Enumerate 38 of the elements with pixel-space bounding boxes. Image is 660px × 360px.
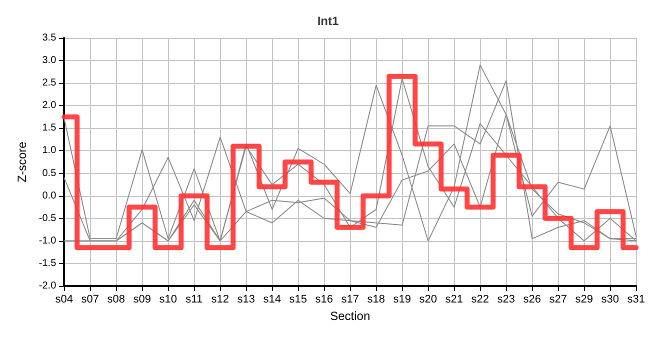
y-tick-label: -2.0 bbox=[38, 280, 57, 292]
y-tick-label: -1.5 bbox=[38, 258, 57, 269]
y-tick-label: 1.5 bbox=[42, 122, 57, 134]
x-tick-label: s12 bbox=[211, 294, 230, 306]
x-tick-label: s11 bbox=[186, 294, 203, 306]
x-tick-label: s23 bbox=[497, 294, 516, 306]
x-tick-label: s13 bbox=[237, 294, 256, 306]
y-tick-label: 2.0 bbox=[42, 100, 57, 112]
x-tick-label: s07 bbox=[81, 294, 100, 306]
y-tick-label: 3.5 bbox=[42, 32, 57, 44]
x-tick-label: s04 bbox=[55, 294, 74, 306]
x-axis-title: Section bbox=[330, 309, 370, 323]
y-tick-label: -0.5 bbox=[38, 212, 57, 224]
y-tick-label: 0.0 bbox=[42, 190, 57, 202]
x-tick-label: s14 bbox=[263, 294, 282, 306]
x-tick-label: s19 bbox=[393, 294, 412, 306]
x-tick-label: s27 bbox=[549, 294, 568, 306]
x-tick-label: s22 bbox=[471, 294, 490, 306]
x-tick-label: s20 bbox=[419, 294, 438, 306]
y-tick-label: 2.5 bbox=[42, 78, 57, 89]
x-tick-label: s10 bbox=[159, 294, 178, 306]
y-axis-title: Z-score bbox=[15, 141, 29, 182]
x-tick-label: s09 bbox=[133, 294, 152, 306]
x-tick-label: s30 bbox=[601, 294, 620, 306]
x-tick-label: s21 bbox=[445, 294, 464, 306]
y-tick-label: 0.5 bbox=[42, 168, 57, 179]
y-tick-label: -1.0 bbox=[38, 235, 57, 246]
x-tick-label: s15 bbox=[289, 294, 308, 306]
x-tick-label: s26 bbox=[523, 294, 542, 306]
y-tick-label: 3.0 bbox=[42, 55, 57, 66]
x-tick-label: s18 bbox=[367, 294, 386, 306]
chart-title: Int1 bbox=[317, 14, 339, 28]
x-tick-label: s31 bbox=[627, 294, 646, 306]
y-tick-label: 1.0 bbox=[42, 145, 57, 156]
x-tick-label: s29 bbox=[575, 294, 594, 306]
x-tick-label: s16 bbox=[315, 294, 334, 306]
x-tick-label: s08 bbox=[107, 294, 126, 306]
x-tick-label: s17 bbox=[341, 294, 360, 306]
